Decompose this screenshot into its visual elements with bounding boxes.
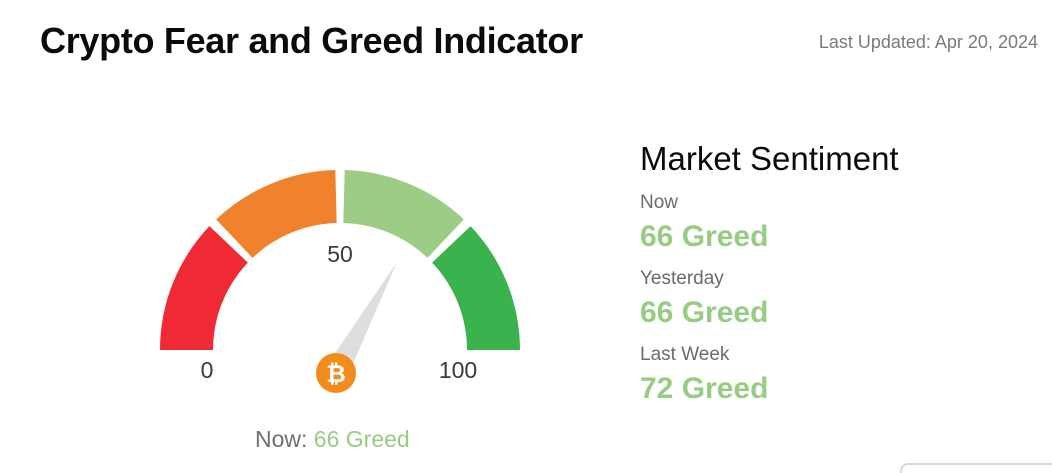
gauge-now-readout: Now: 66 Greed [255, 426, 410, 453]
gauge-label-max: 100 [439, 357, 477, 383]
last-updated-timestamp: Last Updated: Apr 20, 2024 [818, 32, 1038, 52]
page-title: Crypto Fear and Greed Indicator [40, 20, 583, 61]
gauge-label-mid: 50 [327, 241, 353, 267]
gauge-now-prefix: Now: [255, 426, 308, 452]
sentiment-row-yesterday: Yesterday 66 Greed [640, 268, 1040, 330]
gauge-segment-extreme-fear [160, 226, 248, 350]
fear-greed-gauge: 0 50 100 ₿ [160, 170, 521, 393]
market-sentiment-title: Market Sentiment [640, 140, 899, 177]
sentiment-label-yesterday: Yesterday [640, 268, 724, 289]
sentiment-row-last-week: Last Week 72 Greed [640, 344, 1040, 406]
bitcoin-glyph: ₿ [326, 360, 346, 388]
gauge-now-value: 66 Greed [313, 426, 410, 452]
gauge-segments [160, 170, 521, 350]
corner-divider [900, 463, 1052, 473]
sentiment-value-last-week: 72 Greed [640, 372, 769, 405]
sentiment-value-now: 66 Greed [640, 220, 769, 253]
market-sentiment-panel: Market Sentiment Now 66 Greed Yesterday … [640, 140, 1040, 420]
sentiment-label-last-week: Last Week [640, 344, 730, 365]
sentiment-value-yesterday: 66 Greed [640, 296, 769, 329]
gauge-label-min: 0 [201, 357, 214, 383]
gauge-segment-greed [343, 170, 464, 258]
sentiment-label-now: Now [640, 192, 679, 213]
gauge-segment-extreme-greed [432, 226, 521, 350]
bitcoin-icon: ₿ [316, 353, 356, 393]
sentiment-row-now: Now 66 Greed [640, 192, 1040, 254]
gauge-needle [325, 262, 397, 379]
gauge-segment-fear [216, 170, 337, 258]
